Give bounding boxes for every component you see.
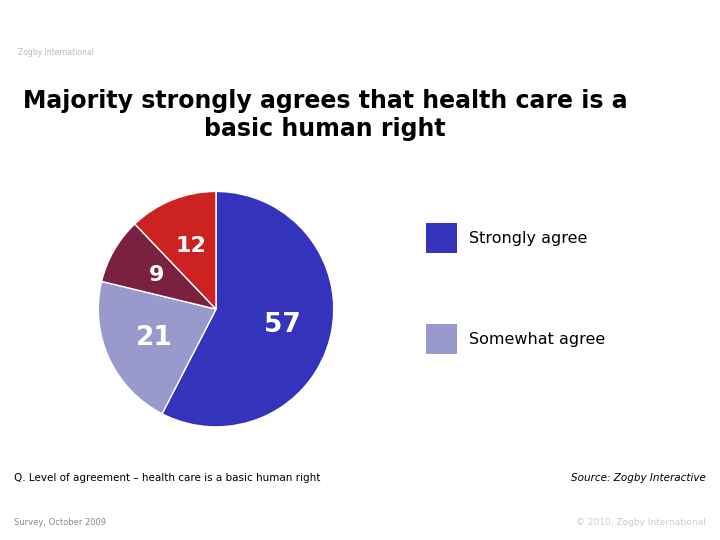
- Text: Source: Zogby Interactive: Source: Zogby Interactive: [571, 473, 706, 483]
- Wedge shape: [102, 224, 216, 309]
- Text: 21: 21: [135, 325, 172, 350]
- Text: 57: 57: [264, 312, 301, 338]
- Text: Zogby International: Zogby International: [18, 48, 94, 57]
- Wedge shape: [135, 191, 216, 309]
- Bar: [426, 224, 457, 253]
- Text: Strongly agree: Strongly agree: [469, 231, 588, 246]
- Text: Survey, October 2009: Survey, October 2009: [14, 518, 107, 527]
- Text: © 2010, Zogby International: © 2010, Zogby International: [576, 518, 706, 527]
- Text: 12: 12: [175, 236, 206, 256]
- Text: Majority strongly agrees that health care is a
basic human right: Majority strongly agrees that health car…: [22, 89, 627, 140]
- Text: Somewhat agree: Somewhat agree: [469, 332, 606, 347]
- Wedge shape: [99, 281, 216, 414]
- Wedge shape: [162, 191, 333, 427]
- Text: 9: 9: [149, 265, 165, 285]
- Text: Q. Level of agreement – health care is a basic human right: Q. Level of agreement – health care is a…: [14, 473, 321, 483]
- Text: Health Care 1: Health Care 1: [538, 24, 698, 44]
- Bar: [426, 324, 457, 354]
- Text: Z: Z: [18, 12, 45, 46]
